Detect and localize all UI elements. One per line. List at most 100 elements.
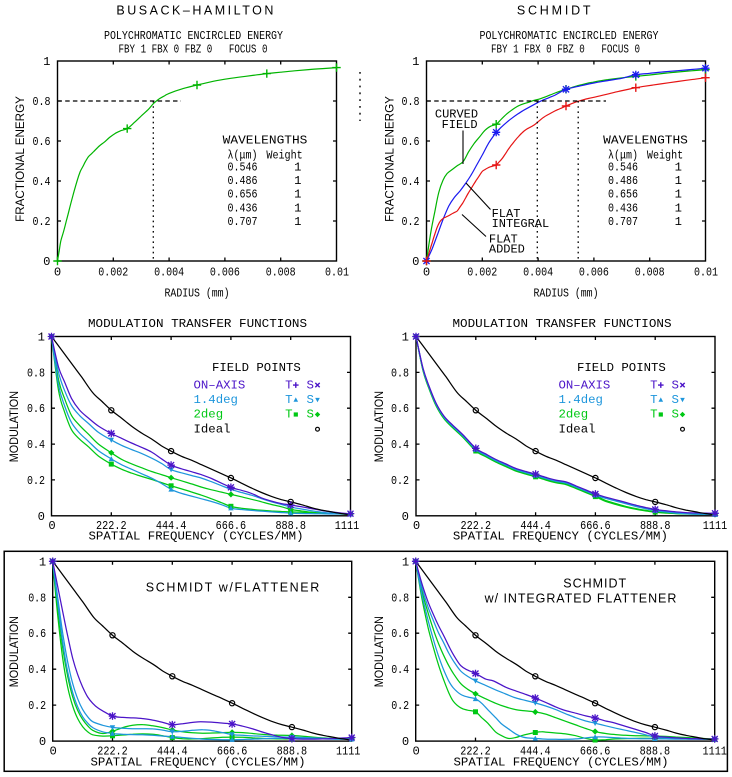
svg-text:S: S bbox=[672, 393, 679, 407]
svg-text:444.4: 444.4 bbox=[520, 519, 551, 533]
svg-text:0: 0 bbox=[412, 255, 419, 269]
svg-text:CURVED: CURVED bbox=[435, 108, 478, 122]
svg-text:0.2: 0.2 bbox=[33, 215, 51, 229]
svg-text:1: 1 bbox=[294, 174, 301, 188]
svg-text:0: 0 bbox=[39, 735, 46, 749]
svg-text:0.006: 0.006 bbox=[579, 266, 609, 280]
svg-text:FRACTIONAL ENERGY: FRACTIONAL ENERGY bbox=[383, 96, 397, 222]
svg-text:0: 0 bbox=[402, 735, 409, 749]
svg-text:0.004: 0.004 bbox=[154, 266, 184, 280]
svg-text:222.2: 222.2 bbox=[97, 745, 128, 759]
svg-text:0.546: 0.546 bbox=[228, 160, 258, 174]
svg-text:FIELD: FIELD bbox=[442, 118, 478, 132]
svg-text:λ(μm): λ(μm) bbox=[608, 149, 638, 163]
svg-text:1111: 1111 bbox=[336, 745, 360, 759]
svg-text:1: 1 bbox=[675, 215, 682, 229]
svg-text:222.2: 222.2 bbox=[461, 519, 492, 533]
svg-text:0: 0 bbox=[50, 745, 57, 759]
svg-text:SPATIAL FREQUENCY (CYCLES/MM): SPATIAL FREQUENCY (CYCLES/MM) bbox=[91, 756, 306, 770]
svg-text:1: 1 bbox=[294, 215, 301, 229]
svg-text:1: 1 bbox=[294, 188, 301, 202]
svg-text:FIELD POINTS: FIELD POINTS bbox=[577, 361, 666, 375]
svg-text:0.4: 0.4 bbox=[27, 438, 45, 452]
svg-text:666.6: 666.6 bbox=[580, 745, 611, 759]
svg-text:888.8: 888.8 bbox=[640, 745, 671, 759]
svg-text:0.8: 0.8 bbox=[27, 366, 45, 380]
svg-text:MODULATION: MODULATION bbox=[7, 616, 21, 687]
svg-text:1: 1 bbox=[402, 331, 409, 345]
svg-text:Ideal: Ideal bbox=[559, 422, 596, 436]
svg-text:0.2: 0.2 bbox=[28, 699, 46, 713]
svg-text:1.4deg: 1.4deg bbox=[194, 393, 238, 407]
svg-text:0.6: 0.6 bbox=[28, 627, 46, 641]
svg-text:1.4deg: 1.4deg bbox=[559, 393, 603, 407]
svg-text:Weight: Weight bbox=[647, 149, 683, 163]
svg-text:SCHMIDT w/FLATTENER: SCHMIDT w/FLATTENER bbox=[146, 581, 320, 595]
svg-text:0.2: 0.2 bbox=[402, 215, 420, 229]
svg-text:0.707: 0.707 bbox=[228, 215, 258, 229]
svg-text:888.8: 888.8 bbox=[275, 519, 306, 533]
svg-text:0.4: 0.4 bbox=[33, 175, 51, 189]
svg-text:1: 1 bbox=[38, 331, 45, 345]
svg-text:INTEGRAL: INTEGRAL bbox=[492, 217, 550, 231]
svg-text:0.486: 0.486 bbox=[608, 174, 638, 188]
svg-text:MODULATION TRANSFER FUNCTIONS: MODULATION TRANSFER FUNCTIONS bbox=[88, 317, 307, 331]
svg-text:0.2: 0.2 bbox=[391, 474, 409, 488]
svg-text:0.002: 0.002 bbox=[467, 266, 497, 280]
svg-text:1: 1 bbox=[675, 201, 682, 215]
svg-text:ON–AXIS: ON–AXIS bbox=[194, 378, 246, 392]
svg-text:0: 0 bbox=[402, 510, 409, 524]
svg-text:0.8: 0.8 bbox=[33, 95, 51, 109]
svg-text:FBY 1 FBX 0 FBZ 0 FOCUS 0: FBY 1 FBX 0 FBZ 0 FOCUS 0 bbox=[119, 42, 268, 56]
svg-text:0.656: 0.656 bbox=[608, 188, 638, 202]
svg-text:1: 1 bbox=[675, 160, 682, 174]
svg-text:T: T bbox=[650, 408, 657, 422]
svg-text:0.4: 0.4 bbox=[28, 663, 46, 677]
svg-text:2deg: 2deg bbox=[559, 408, 589, 422]
svg-text:BUSACK–HAMILTON: BUSACK–HAMILTON bbox=[116, 4, 273, 18]
svg-text:MODULATION: MODULATION bbox=[7, 391, 21, 462]
svg-text:0.8: 0.8 bbox=[402, 95, 420, 109]
svg-text:ON–AXIS: ON–AXIS bbox=[559, 378, 611, 392]
svg-text:0.436: 0.436 bbox=[608, 201, 638, 215]
svg-text:FBY 1 FBX 0 FBZ 0 FOCUS 0: FBY 1 FBX 0 FBZ 0 FOCUS 0 bbox=[491, 42, 640, 56]
svg-text:2deg: 2deg bbox=[194, 408, 224, 422]
svg-text:0: 0 bbox=[413, 519, 420, 533]
svg-text:SPATIAL FREQUENCY (CYCLES/MM): SPATIAL FREQUENCY (CYCLES/MM) bbox=[89, 530, 304, 544]
svg-text:w/ INTEGRATED FLATTENER: w/ INTEGRATED FLATTENER bbox=[484, 591, 677, 605]
svg-text:0.6: 0.6 bbox=[33, 135, 51, 149]
svg-text:888.8: 888.8 bbox=[277, 745, 308, 759]
svg-text:0: 0 bbox=[38, 510, 45, 524]
svg-text:0.002: 0.002 bbox=[98, 266, 128, 280]
svg-text:0.8: 0.8 bbox=[391, 366, 409, 380]
svg-text:0.01: 0.01 bbox=[325, 266, 349, 280]
svg-text:0.6: 0.6 bbox=[27, 402, 45, 416]
svg-text:0.004: 0.004 bbox=[523, 266, 553, 280]
svg-text:0: 0 bbox=[54, 266, 61, 280]
svg-text:1: 1 bbox=[294, 201, 301, 215]
svg-text:0: 0 bbox=[48, 519, 55, 533]
svg-text:1111: 1111 bbox=[703, 745, 727, 759]
svg-text:0.6: 0.6 bbox=[391, 627, 409, 641]
svg-text:λ(μm): λ(μm) bbox=[228, 149, 258, 163]
svg-text:0.486: 0.486 bbox=[228, 174, 258, 188]
svg-text:222.2: 222.2 bbox=[96, 519, 127, 533]
svg-text:S: S bbox=[307, 378, 314, 392]
svg-text:0.546: 0.546 bbox=[608, 160, 638, 174]
svg-text:S: S bbox=[672, 408, 679, 422]
svg-text:S: S bbox=[672, 378, 679, 392]
svg-text:0.656: 0.656 bbox=[228, 188, 258, 202]
svg-text:0.2: 0.2 bbox=[391, 699, 409, 713]
svg-text:Ideal: Ideal bbox=[194, 422, 231, 436]
svg-text:0.008: 0.008 bbox=[635, 266, 665, 280]
svg-text:0.01: 0.01 bbox=[694, 266, 718, 280]
svg-text:SCHMIDT: SCHMIDT bbox=[563, 576, 626, 590]
svg-text:SPATIAL FREQUENCY (CYCLES/MM): SPATIAL FREQUENCY (CYCLES/MM) bbox=[454, 756, 669, 770]
svg-text:MODULATION: MODULATION bbox=[372, 616, 386, 687]
svg-text:0.6: 0.6 bbox=[391, 402, 409, 416]
svg-text:POLYCHROMATIC ENCIRCLED ENERGY: POLYCHROMATIC ENCIRCLED ENERGY bbox=[104, 29, 284, 43]
svg-text:1111: 1111 bbox=[335, 519, 359, 533]
svg-text:FIELD POINTS: FIELD POINTS bbox=[212, 361, 301, 375]
svg-text:1: 1 bbox=[402, 555, 409, 569]
svg-text:SPATIAL FREQUENCY (CYCLES/MM): SPATIAL FREQUENCY (CYCLES/MM) bbox=[453, 530, 668, 544]
